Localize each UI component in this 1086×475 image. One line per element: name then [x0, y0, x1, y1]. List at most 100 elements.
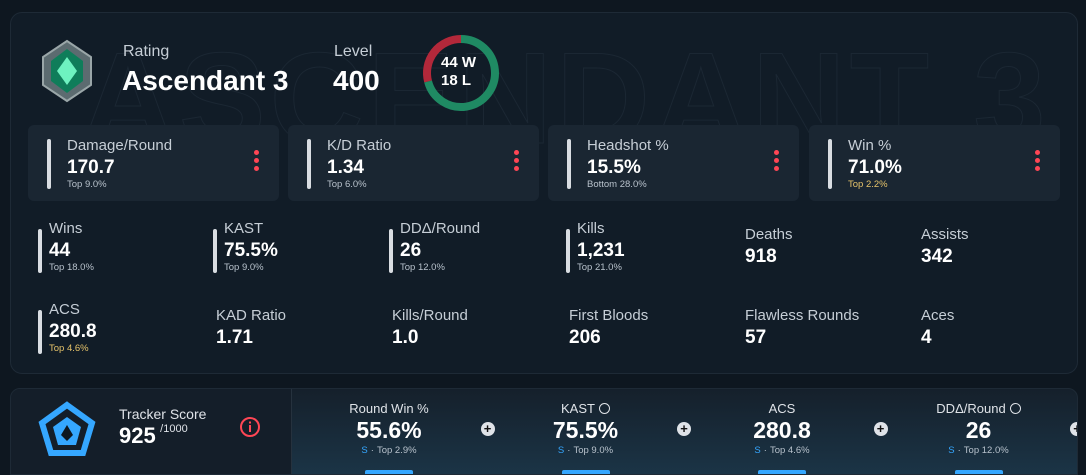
- summary-label: DDΔ/Round: [936, 401, 1006, 416]
- menu-button[interactable]: [254, 150, 260, 171]
- stat-label: Assists: [921, 226, 969, 243]
- stat-card: Damage/Round 170.7 Top 9.0%: [28, 125, 279, 201]
- separator: ·: [370, 445, 374, 456]
- stat-value: 71.0%: [848, 157, 902, 178]
- stat-label: Wins: [49, 220, 83, 237]
- losses: 18: [441, 72, 458, 89]
- info-icon[interactable]: [1009, 403, 1021, 414]
- stat-value: 15.5%: [587, 157, 641, 178]
- stat-rank: Top 6.0%: [327, 179, 367, 190]
- score-max: /1000: [160, 423, 188, 435]
- losses-unit: L: [461, 72, 472, 89]
- summary-value: 75.5%: [552, 417, 619, 443]
- tier-bar: [758, 470, 806, 474]
- stat-label: K/D Ratio: [327, 137, 392, 154]
- win-loss-ring: [423, 35, 499, 111]
- stat-label: Deaths: [745, 226, 793, 243]
- expand-button[interactable]: +: [873, 422, 888, 436]
- percentile-bar: [38, 310, 42, 354]
- stat-value: 342: [921, 246, 953, 267]
- tracker-bar: Tracker Score 925 /1000 Round Win % 55.6%…: [10, 388, 1078, 475]
- menu-button[interactable]: [514, 150, 520, 171]
- percentile-bar: [566, 229, 570, 273]
- tier: S: [557, 445, 565, 456]
- stat-value: 1.34: [327, 157, 364, 178]
- separator: ·: [957, 445, 961, 456]
- stat-label: Damage/Round: [67, 137, 173, 154]
- info-button[interactable]: [239, 416, 261, 438]
- summary-value: 55.6%: [356, 417, 422, 443]
- stat-value: 1.0: [392, 327, 419, 348]
- summary-rank-row: S · Top 2.9%: [291, 445, 487, 456]
- wins: 44: [441, 54, 458, 71]
- summary-label: ACS: [768, 401, 796, 416]
- stat-label: Kills: [577, 220, 605, 237]
- percentile-bar: [47, 139, 51, 189]
- percentile-bar: [389, 229, 393, 273]
- summary-value: 280.8: [753, 417, 811, 443]
- rating-label: Rating: [123, 43, 170, 60]
- win-arc: [424, 35, 499, 111]
- stat-rank: Top 18.0%: [49, 262, 94, 273]
- wins-unit: W: [461, 54, 477, 71]
- level-label: Level: [334, 43, 373, 60]
- stat-value: 75.5%: [224, 240, 278, 261]
- summary-rank: Top 9.0%: [573, 445, 614, 456]
- menu-button[interactable]: [774, 150, 780, 171]
- tracker-label: Tracker Score: [119, 406, 207, 422]
- stat-value: 206: [569, 327, 601, 348]
- summary-rank: Top 12.0%: [963, 445, 1009, 456]
- stat-value: 26: [400, 240, 422, 261]
- tier-bar: [561, 470, 610, 474]
- stat-card: K/D Ratio 1.34 Top 6.0%: [288, 125, 539, 201]
- summary-rank-row: S · Top 9.0%: [488, 445, 684, 456]
- tier-bar: [954, 470, 1003, 474]
- level-value: 400: [333, 65, 380, 96]
- stat-rank: Bottom 28.0%: [587, 179, 647, 190]
- percentile-bar: [38, 229, 42, 273]
- summary-label-row: KAST: [488, 401, 684, 416]
- summary-rank: Top 2.9%: [376, 445, 417, 456]
- stat-label: First Bloods: [569, 307, 649, 324]
- tracker-icon: [38, 401, 96, 456]
- stat-value: 1.71: [216, 327, 253, 348]
- stat-rank: Top 12.0%: [400, 262, 445, 273]
- rating-value: Ascendant 3: [122, 65, 289, 96]
- tracker-score: Tracker Score 925 /1000: [11, 389, 292, 474]
- percentile-bar: [307, 139, 311, 189]
- menu-button[interactable]: [1035, 150, 1041, 171]
- stat-label: Win %: [848, 137, 892, 154]
- expand-button[interactable]: +: [480, 422, 495, 436]
- summary-rank-row: S · Top 12.0%: [881, 445, 1077, 456]
- stat-value: 1,231: [577, 240, 625, 261]
- summary-value: 26: [965, 417, 992, 443]
- stat-label: Kills/Round: [392, 307, 468, 324]
- tier-bar: [365, 470, 413, 474]
- summary-label-row: DDΔ/Round: [881, 401, 1077, 416]
- percentile-bar: [567, 139, 571, 189]
- summary-label-row: ACS: [684, 401, 880, 416]
- stat-value: 44: [49, 240, 71, 261]
- expand-button[interactable]: +: [677, 422, 691, 436]
- summary-label: Round Win %: [349, 401, 429, 416]
- loss-arc: [423, 35, 462, 83]
- tier: S: [361, 445, 368, 456]
- stat-rank: Top 9.0%: [224, 262, 264, 273]
- score: 925: [119, 423, 156, 448]
- stat-rank: Top 21.0%: [577, 262, 622, 273]
- record: 44 W 18 L: [441, 54, 476, 90]
- summary-stat: DDΔ/Round 26 S · Top 12.0%: [881, 389, 1077, 474]
- stat-value: 280.8: [49, 321, 97, 342]
- expand-button[interactable]: +: [1070, 422, 1077, 436]
- stat-value: 4: [921, 327, 932, 348]
- info-icon[interactable]: [598, 403, 610, 414]
- stat-value: 57: [745, 327, 767, 348]
- summary-stat: Round Win % 55.6% S · Top 2.9%: [291, 389, 487, 474]
- stat-label: KAD Ratio: [216, 307, 287, 324]
- stat-label: ACS: [49, 301, 80, 318]
- stat-rank: Top 9.0%: [67, 179, 107, 190]
- stat-label: Aces: [921, 307, 955, 324]
- tier: S: [948, 445, 955, 456]
- summary-label: KAST: [561, 401, 595, 416]
